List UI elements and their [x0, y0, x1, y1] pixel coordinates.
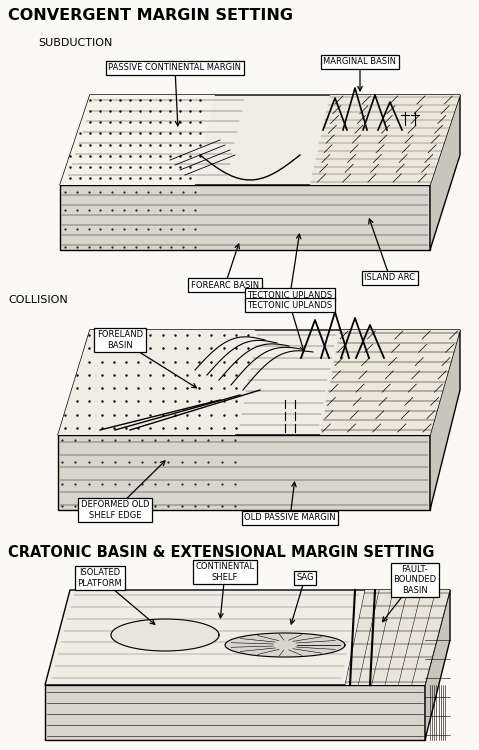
- Text: CONVERGENT MARGIN SETTING: CONVERGENT MARGIN SETTING: [8, 8, 293, 23]
- Text: ISLAND ARC: ISLAND ARC: [365, 274, 415, 283]
- Text: CONTINENTAL
SHELF: CONTINENTAL SHELF: [195, 562, 254, 582]
- Polygon shape: [320, 330, 460, 435]
- Polygon shape: [430, 95, 460, 250]
- Polygon shape: [225, 633, 345, 657]
- Polygon shape: [58, 435, 430, 510]
- Polygon shape: [45, 685, 425, 740]
- Text: OLD PASSIVE MARGIN: OLD PASSIVE MARGIN: [244, 514, 336, 523]
- Text: TECTONIC UPLANDS: TECTONIC UPLANDS: [248, 301, 332, 310]
- Polygon shape: [430, 330, 460, 510]
- Text: FAULT-
BOUNDED
BASIN: FAULT- BOUNDED BASIN: [393, 565, 436, 595]
- Polygon shape: [60, 95, 215, 185]
- Polygon shape: [45, 590, 450, 685]
- Polygon shape: [58, 330, 255, 435]
- Text: FORELAND
BASIN: FORELAND BASIN: [97, 330, 143, 350]
- Text: SAG: SAG: [296, 574, 314, 583]
- Text: MARGINAL BASIN: MARGINAL BASIN: [323, 58, 397, 67]
- Text: DEFORMED OLD
SHELF EDGE: DEFORMED OLD SHELF EDGE: [81, 500, 149, 520]
- Polygon shape: [58, 330, 460, 435]
- Polygon shape: [111, 619, 219, 651]
- Text: ISOLATED
PLATFORM: ISOLATED PLATFORM: [78, 568, 122, 588]
- Polygon shape: [310, 95, 460, 185]
- Polygon shape: [425, 590, 450, 740]
- Text: COLLISION: COLLISION: [8, 295, 68, 305]
- Text: PASSIVE CONTINENTAL MARGIN: PASSIVE CONTINENTAL MARGIN: [109, 64, 241, 73]
- Text: CRATONIC BASIN & EXTENSIONAL MARGIN SETTING: CRATONIC BASIN & EXTENSIONAL MARGIN SETT…: [8, 545, 434, 560]
- Polygon shape: [60, 95, 460, 185]
- Text: TECTONIC UPLANDS: TECTONIC UPLANDS: [248, 290, 332, 299]
- Text: FOREARC BASIN: FOREARC BASIN: [191, 280, 259, 290]
- Polygon shape: [60, 185, 430, 250]
- Polygon shape: [345, 590, 450, 685]
- Text: SUBDUCTION: SUBDUCTION: [38, 38, 113, 48]
